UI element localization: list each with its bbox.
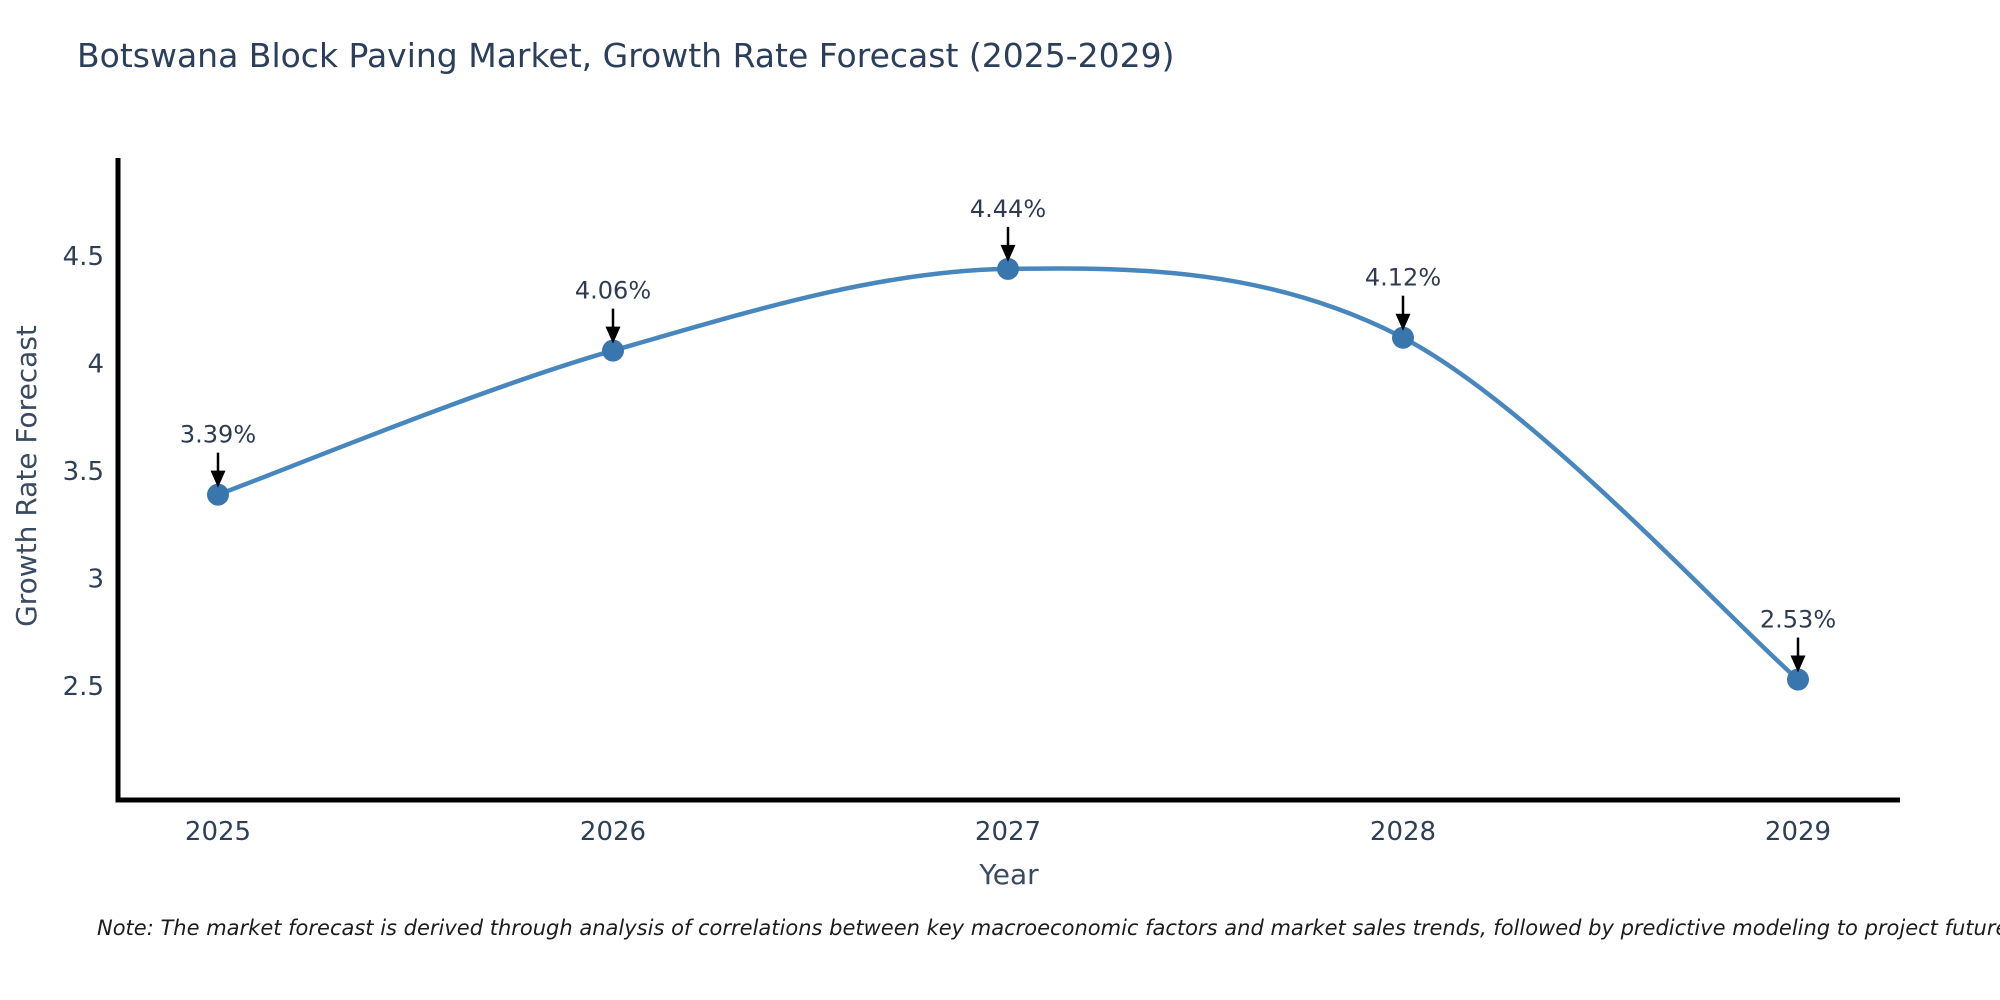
data-point-label: 4.06% — [575, 277, 651, 305]
data-point-label: 4.12% — [1365, 264, 1441, 292]
x-tick-label: 2028 — [1370, 817, 1436, 847]
y-tick-label: 4 — [87, 350, 104, 380]
x-tick-label: 2027 — [975, 817, 1041, 847]
annotation-arrowhead-icon — [210, 470, 226, 488]
data-point-marker — [997, 257, 1019, 280]
data-point-label: 3.39% — [180, 421, 256, 449]
annotation-arrowhead-icon — [1395, 313, 1411, 331]
y-axis-title: Growth Rate Forecast — [10, 325, 43, 627]
y-tick-label: 3 — [87, 565, 104, 595]
x-tick-label: 2025 — [185, 817, 251, 847]
footnote: Note: The market forecast is derived thr… — [97, 916, 2000, 940]
x-tick-label: 2026 — [580, 817, 646, 847]
x-axis-title: Year — [979, 858, 1039, 891]
data-point-label: 2.53% — [1760, 606, 1836, 634]
data-point-label: 4.44% — [970, 195, 1046, 223]
annotation-arrowhead-icon — [1000, 244, 1016, 262]
x-tick-label: 2029 — [1765, 817, 1831, 847]
data-point-marker — [602, 339, 624, 362]
forecast-series-line — [215, 266, 1801, 682]
y-tick-label: 3.5 — [63, 457, 104, 487]
data-point-marker — [207, 483, 229, 506]
y-tick-label: 4.5 — [63, 242, 104, 272]
data-point-marker — [1392, 326, 1414, 349]
annotation-arrowhead-icon — [605, 326, 621, 344]
data-point-marker — [1787, 668, 1809, 691]
y-tick-label: 2.5 — [63, 672, 104, 702]
annotation-arrowhead-icon — [1790, 655, 1806, 673]
chart-title: Botswana Block Paving Market, Growth Rat… — [77, 36, 1175, 75]
